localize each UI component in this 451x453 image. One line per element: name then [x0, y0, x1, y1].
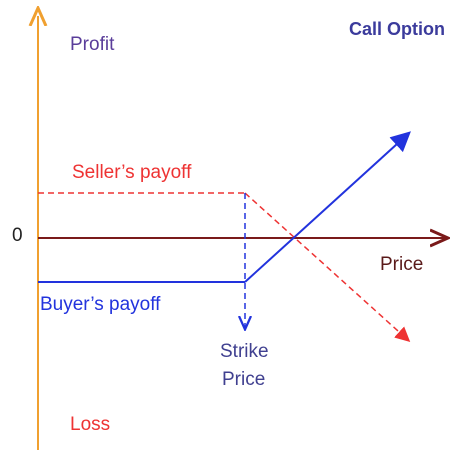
origin-label: 0	[12, 225, 23, 246]
seller-slope	[244, 192, 411, 343]
price-label: Price	[380, 254, 423, 275]
buyer-label: Buyer’s payoff	[40, 294, 161, 315]
strike-label: Strike	[220, 341, 269, 362]
loss-label: Loss	[70, 414, 110, 435]
title: Call Option	[349, 19, 445, 39]
profit-label: Profit	[70, 34, 115, 55]
buyer-slope	[244, 131, 411, 283]
seller-label: Seller’s payoff	[72, 162, 192, 183]
strike-label: Price	[222, 369, 265, 390]
